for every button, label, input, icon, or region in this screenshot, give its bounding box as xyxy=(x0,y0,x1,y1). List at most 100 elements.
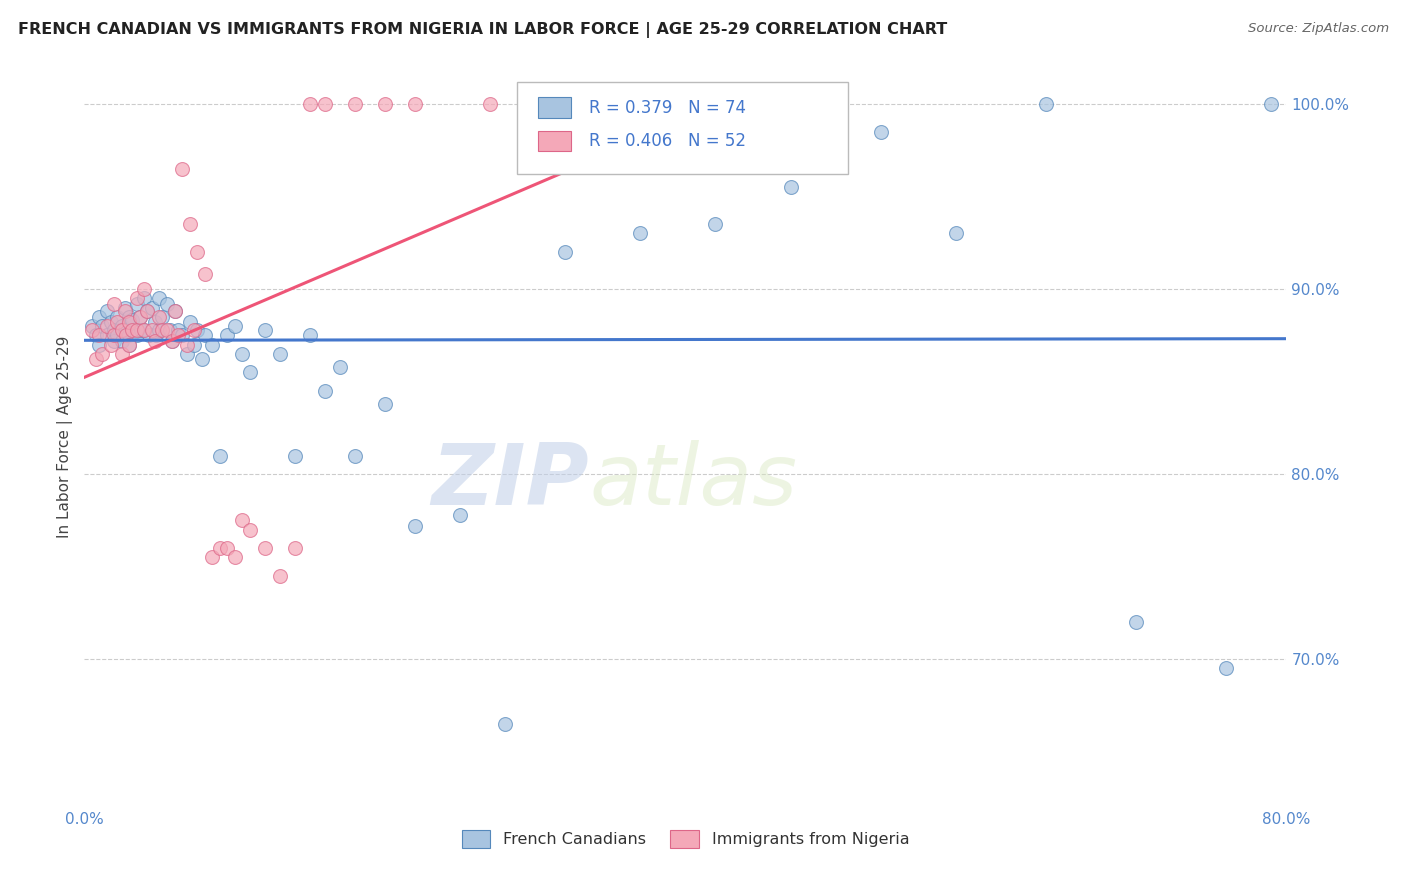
Point xyxy=(118,315,141,329)
Point xyxy=(186,244,208,259)
Point xyxy=(1035,96,1057,111)
FancyBboxPatch shape xyxy=(517,82,848,174)
Point xyxy=(343,96,366,111)
Point xyxy=(201,337,224,351)
Point xyxy=(704,217,727,231)
Point xyxy=(114,323,136,337)
Point xyxy=(145,328,167,343)
Point xyxy=(284,541,307,555)
Point xyxy=(148,310,170,324)
Point xyxy=(374,397,396,411)
Point xyxy=(111,318,134,333)
Point xyxy=(80,318,103,333)
Point xyxy=(114,304,136,318)
Point xyxy=(186,323,208,337)
Point xyxy=(217,328,239,343)
Point xyxy=(136,304,159,318)
Point xyxy=(176,337,198,351)
Point xyxy=(114,301,136,315)
Point xyxy=(1215,661,1237,675)
Point xyxy=(269,347,291,361)
Point xyxy=(284,449,307,463)
Point xyxy=(143,334,166,348)
Point xyxy=(494,717,516,731)
Point xyxy=(143,315,166,329)
Point xyxy=(314,96,336,111)
Point xyxy=(125,297,148,311)
Point xyxy=(111,334,134,348)
Text: R = 0.406   N = 52: R = 0.406 N = 52 xyxy=(589,132,747,150)
Point xyxy=(628,227,651,241)
Point xyxy=(134,282,156,296)
Bar xyxy=(537,130,571,152)
Point xyxy=(217,541,239,555)
Point xyxy=(96,304,118,318)
Point xyxy=(141,323,163,337)
Point xyxy=(239,523,262,537)
Point xyxy=(138,328,160,343)
Point xyxy=(224,318,246,333)
Point xyxy=(179,315,201,329)
Point xyxy=(131,323,153,337)
Point xyxy=(86,328,108,343)
Point xyxy=(479,96,502,111)
Legend: French Canadians, Immigrants from Nigeria: French Canadians, Immigrants from Nigeri… xyxy=(456,823,915,855)
Point xyxy=(404,519,426,533)
Point xyxy=(156,323,179,337)
Point xyxy=(224,550,246,565)
Point xyxy=(141,301,163,315)
Point xyxy=(170,161,193,176)
Point xyxy=(269,569,291,583)
Point xyxy=(343,449,366,463)
Point xyxy=(107,328,129,343)
Text: atlas: atlas xyxy=(589,440,797,523)
Point xyxy=(89,328,111,343)
Point xyxy=(134,323,156,337)
Point xyxy=(194,328,217,343)
Point xyxy=(118,328,141,343)
Point xyxy=(1260,96,1282,111)
Point xyxy=(231,513,253,527)
Point xyxy=(156,297,179,311)
Point xyxy=(160,334,183,348)
Point xyxy=(201,550,224,565)
Point xyxy=(298,328,321,343)
Point xyxy=(190,352,212,367)
Point xyxy=(111,347,134,361)
Point xyxy=(329,359,352,374)
Point xyxy=(449,508,471,522)
Point xyxy=(91,347,114,361)
Point xyxy=(253,541,276,555)
Point xyxy=(314,384,336,398)
Point xyxy=(107,315,129,329)
Point xyxy=(103,334,125,348)
Point xyxy=(118,310,141,324)
Point xyxy=(121,313,143,327)
Point xyxy=(166,328,188,343)
Point xyxy=(208,449,231,463)
Point xyxy=(945,227,967,241)
Point xyxy=(111,323,134,337)
Text: FRENCH CANADIAN VS IMMIGRANTS FROM NIGERIA IN LABOR FORCE | AGE 25-29 CORRELATIO: FRENCH CANADIAN VS IMMIGRANTS FROM NIGER… xyxy=(18,22,948,38)
Point xyxy=(125,328,148,343)
Point xyxy=(129,310,152,324)
Point xyxy=(231,347,253,361)
Point xyxy=(100,315,122,329)
Point xyxy=(89,337,111,351)
Y-axis label: In Labor Force | Age 25-29: In Labor Force | Age 25-29 xyxy=(58,336,73,538)
Point xyxy=(179,217,201,231)
Point xyxy=(89,310,111,324)
Point xyxy=(134,323,156,337)
Point xyxy=(163,304,186,318)
Point xyxy=(134,291,156,305)
Point xyxy=(298,96,321,111)
Point xyxy=(86,352,108,367)
Point xyxy=(96,318,118,333)
Point xyxy=(166,323,188,337)
Point xyxy=(208,541,231,555)
Bar xyxy=(537,97,571,118)
Point xyxy=(115,328,138,343)
Point xyxy=(118,337,141,351)
Point xyxy=(152,310,174,324)
Point xyxy=(176,347,198,361)
